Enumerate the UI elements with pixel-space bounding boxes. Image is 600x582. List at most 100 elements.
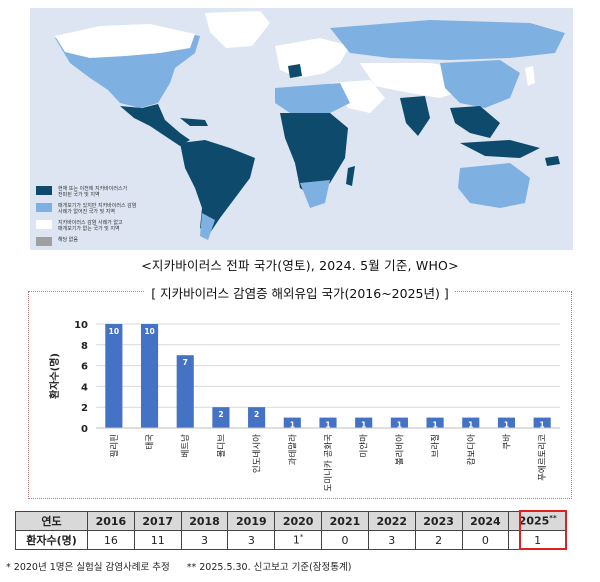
footnotes: * 2020년 1명은 실험실 감염사례로 추정 ** 2025.5.30. 신… — [6, 559, 365, 573]
count-value: 0 — [341, 533, 349, 547]
bar-value-label: 2 — [254, 410, 259, 419]
year-value: 2016 — [95, 514, 127, 528]
map-mexico-central-america — [120, 104, 190, 146]
map-caribbean — [180, 118, 208, 126]
x-category-label: 캄보디아 — [466, 434, 477, 465]
map-north-africa — [275, 83, 350, 113]
year-value: 2023 — [423, 514, 454, 528]
table-count-row: 환자수(명) 16 11 3 3 1* 0 3 2 0 1 — [15, 530, 567, 550]
x-category-label: 브라질 — [430, 434, 441, 457]
count-cell: 2 — [414, 530, 463, 550]
footnote-1: * 2020년 1명은 실험실 감염사례로 추정 — [6, 562, 170, 573]
year-cell: 2019 — [227, 511, 276, 531]
map-southeast-asia — [450, 106, 500, 138]
bar — [497, 417, 516, 428]
legend-swatch — [36, 186, 52, 195]
count-cell: 1* — [274, 530, 323, 550]
year-cell: 2021 — [321, 511, 369, 531]
count-value: 0 — [481, 533, 489, 547]
x-category-label: 도미니카 공화국 — [323, 434, 334, 492]
x-category-label: 과테말라 — [287, 434, 298, 465]
year-value: 2017 — [142, 514, 174, 528]
world-map-graphic — [55, 11, 565, 240]
y-tick-label: 2 — [81, 403, 88, 414]
legend-swatch — [36, 203, 52, 212]
count-value: 3 — [201, 533, 209, 547]
count-value: 1 — [292, 533, 300, 547]
legend-swatch — [36, 237, 52, 246]
map-africa — [280, 113, 348, 198]
bar-value-label: 2 — [218, 410, 223, 419]
legend-label: 지카바이러스 감염 사례가 없고 매개모기가 없는 국가 및 지역 — [58, 220, 123, 232]
year-value: 2020 — [282, 514, 314, 528]
year-cell: 2024 — [461, 511, 510, 531]
bar-value-label: 7 — [183, 358, 188, 367]
map-russia — [330, 20, 565, 60]
x-category-label: 쿠바 — [501, 434, 512, 450]
bar — [390, 417, 408, 428]
x-category-label: 볼리비아 — [394, 434, 405, 465]
count-cell: 0 — [321, 530, 369, 550]
legend-item: 매개모기가 있지만 지카바이러스 감염 사례가 없어진 국가 및 지역 — [36, 203, 186, 215]
map-china — [440, 60, 520, 108]
legend-label: 매개모기가 있지만 지카바이러스 감염 사례가 없어진 국가 및 지역 — [58, 203, 136, 215]
y-tick-label: 10 — [74, 320, 88, 331]
legend-item: 지카바이러스 감염 사례가 없고 매개모기가 없는 국가 및 지역 — [36, 220, 186, 232]
legend-swatch — [36, 220, 52, 229]
legend-label-line: 해당 없음 — [58, 237, 78, 243]
map-pacific-islands — [545, 156, 560, 166]
bar-value-label: 1 — [397, 421, 402, 430]
chart-title: [ 지카바이러스 감염증 해외유입 국가(2016~2025년) ] — [145, 286, 455, 301]
bar — [105, 324, 123, 428]
yearly-count-table: 연도 2016 2017 2018 2019 2020 2021 2022 2023 2024 2… — [15, 511, 567, 550]
count-cell: 0 — [461, 530, 510, 550]
map-indonesia — [460, 140, 540, 158]
map-madagascar — [346, 166, 355, 186]
footnote-2: ** 2025.5.30. 신고보고 기준(잠정통계) — [186, 562, 352, 573]
y-tick-label: 0 — [81, 424, 88, 435]
year-cell: 2023 — [414, 511, 463, 531]
count-value: 16 — [103, 533, 118, 547]
year-cell: 2022 — [367, 511, 416, 531]
year-value: 2022 — [376, 514, 408, 528]
legend-label-line: 전파된 국가 및 지역 — [58, 192, 100, 198]
bar-value-label: 1 — [361, 421, 366, 430]
bar — [319, 417, 337, 428]
count-mark: * — [299, 533, 304, 542]
map-greenland — [205, 11, 270, 48]
legend-label-line: 매개모기가 없는 국가 및 지역 — [58, 226, 120, 232]
year-value: 2019 — [236, 514, 267, 528]
chart-title-wrap: [ 지카바이러스 감염증 해외유입 국가(2016~2025년) ] — [0, 283, 600, 302]
year-cell: 2020 — [274, 511, 323, 531]
legend-label: 해당 없음 — [58, 237, 78, 243]
x-category-label: 몰디브 — [217, 434, 227, 458]
year-cell: 2018 — [180, 511, 229, 531]
bar-value-label: 1 — [540, 421, 545, 430]
y-tick-label: 4 — [81, 382, 88, 393]
legend-label-line: 지카바이러스 감염 사례가 없고 — [58, 220, 123, 226]
year-value: 2021 — [329, 514, 361, 528]
legend-label: 현재 또는 이전에 지카바이러스가 전파된 국가 및 지역 — [58, 186, 127, 198]
year-mark: ** — [549, 514, 557, 523]
bar-value-label: 1 — [468, 421, 473, 430]
map-caption: <지카바이러스 전파 국가(영토), 2024. 5월 기준, WHO> — [141, 258, 459, 273]
count-cell: 3 — [180, 530, 229, 550]
year-value: 2025 — [518, 514, 550, 528]
year-cell: 2017 — [133, 511, 182, 531]
count-cell: 1 — [508, 530, 567, 550]
count-header: 환자수(명) — [15, 530, 88, 550]
x-category-label: 푸에르토리코 — [538, 434, 548, 481]
y-tick-label: 8 — [81, 341, 88, 352]
bar — [426, 417, 444, 428]
count-cell: 3 — [227, 530, 276, 550]
bar — [140, 324, 159, 428]
count-cell: 3 — [367, 530, 416, 550]
year-header: 연도 — [15, 511, 88, 531]
x-category-label: 필리핀 — [109, 434, 120, 457]
count-value: 11 — [150, 533, 165, 547]
legend-item: 현재 또는 이전에 지카바이러스가 전파된 국가 및 지역 — [36, 186, 186, 198]
map-southern-africa — [300, 180, 330, 208]
year-cell: 2016 — [87, 511, 135, 531]
